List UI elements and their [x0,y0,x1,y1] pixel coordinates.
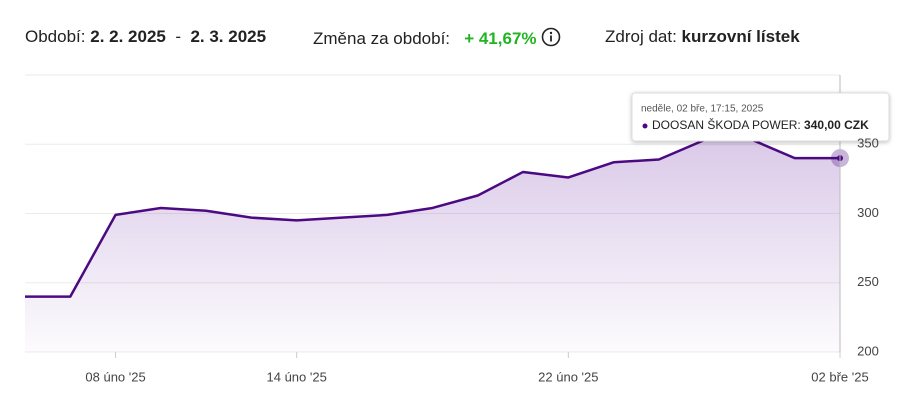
tooltip-box [631,92,890,142]
y-tick-label: 350 [857,136,879,151]
value: kurzovní lístek [681,27,800,46]
info-icon[interactable] [541,27,561,47]
tooltip-value: 340,00 CZK [804,118,869,132]
label: Období: [25,27,86,46]
tooltip-dot [642,123,648,129]
area [25,138,840,352]
tooltip-title: neděle, 02 bře, 17:15, 2025 [641,104,764,115]
date: 2. 3. 2025 [190,27,267,46]
x-tick-label: 02 bře '25 [811,369,868,384]
label: Změna za období: [313,29,451,48]
y-tick-label: 200 [857,343,879,358]
date: 2. 2. 2025 [90,27,166,46]
value: + 41,67% [464,29,537,48]
tooltip: neděle, 02 bře, 17:15, 2025 DOOSAN ŠKODA… [631,92,890,142]
x-tick-label: 08 úno '25 [85,369,145,384]
source: Zdroj dat: kurzovní lístek [605,27,800,47]
label: Zdroj dat: [605,27,677,46]
dash: - [175,27,181,46]
change: Změna za období: + 41,67% [313,27,561,49]
period: Období: 2. 2. 2025 - 2. 3. 2025 [25,27,266,47]
tooltip-label: DOOSAN ŠKODA POWER: [652,117,801,132]
x-tick-label: 14 úno '25 [267,369,327,384]
y-tick-label: 250 [857,274,879,289]
y-tick-label: 300 [857,205,879,220]
x-tick-label: 22 úno '25 [538,369,598,384]
tooltip-text: DOOSAN ŠKODA POWER: 340,00 CZK [652,117,869,132]
